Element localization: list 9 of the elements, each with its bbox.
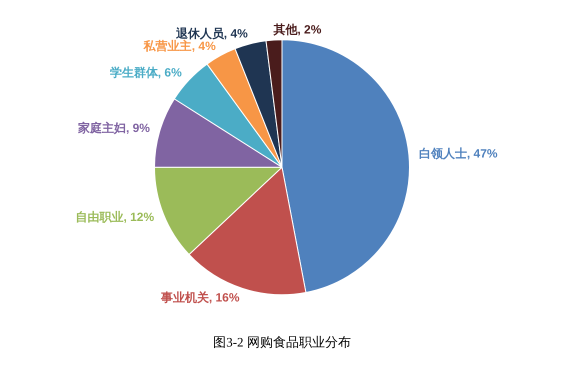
slice-label: 学生群体, 6% bbox=[110, 65, 182, 80]
slice-label: 退休人员, 4% bbox=[174, 26, 248, 40]
text: 图3-2 网购食品职业分布 bbox=[213, 334, 351, 350]
slice-label: 其他, 2% bbox=[272, 22, 322, 36]
slice-label: 私营业主, 4% bbox=[142, 39, 216, 54]
slice-label: 家庭主妇, 9% bbox=[76, 121, 150, 136]
slice-label: 自由职业, 12% bbox=[75, 210, 154, 224]
slice-label: 事业机关, 16% bbox=[160, 290, 240, 304]
slice-label: 白领人士, 47% bbox=[418, 146, 498, 161]
